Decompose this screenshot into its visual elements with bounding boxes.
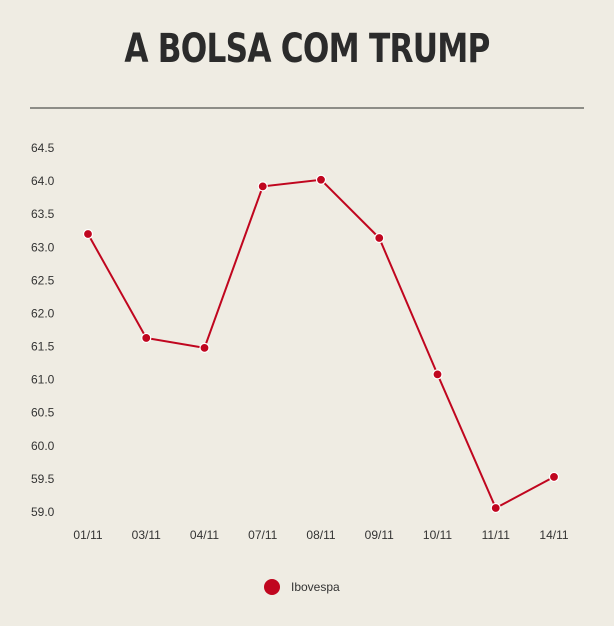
x-tick-label: 14/11 bbox=[539, 528, 568, 542]
y-tick-label: 64.0 bbox=[31, 174, 55, 188]
data-point[interactable] bbox=[490, 502, 501, 514]
x-tick-label: 01/11 bbox=[73, 528, 102, 542]
x-tick-label: 09/11 bbox=[365, 528, 394, 542]
data-point[interactable] bbox=[82, 228, 94, 240]
x-tick-label: 08/11 bbox=[306, 528, 335, 542]
chart-title: A BOLSA COM TRUMP bbox=[124, 26, 490, 72]
y-tick-label: 60.5 bbox=[31, 406, 55, 420]
x-tick-label: 10/11 bbox=[423, 528, 452, 542]
y-tick-label: 64.5 bbox=[31, 141, 55, 155]
legend-swatch-ibovespa bbox=[264, 579, 280, 595]
y-tick-label: 62.0 bbox=[31, 306, 55, 320]
y-tick-label: 62.5 bbox=[31, 273, 55, 287]
y-tick-label: 63.5 bbox=[31, 207, 55, 221]
data-point[interactable] bbox=[257, 181, 268, 192]
series-layer bbox=[82, 174, 560, 514]
y-tick-label: 59.0 bbox=[31, 505, 55, 519]
data-point[interactable] bbox=[141, 332, 152, 344]
legend: Ibovespa bbox=[264, 578, 340, 596]
data-point[interactable] bbox=[374, 232, 385, 244]
x-tick-label: 03/11 bbox=[132, 528, 161, 542]
x-axis-ticks: 01/11 03/11 04/11 07/11 08/11 09/11 10/11 11/11… bbox=[73, 528, 568, 542]
title-divider bbox=[30, 107, 584, 109]
y-tick-label: 59.5 bbox=[31, 472, 55, 486]
data-point[interactable] bbox=[199, 342, 210, 353]
data-point[interactable] bbox=[315, 174, 327, 185]
y-tick-label: 61.0 bbox=[31, 373, 55, 387]
y-tick-label: 61.5 bbox=[31, 340, 55, 354]
series-line bbox=[87, 178, 555, 510]
data-point[interactable] bbox=[432, 369, 443, 380]
y-tick-label: 63.0 bbox=[31, 240, 55, 254]
x-tick-label: 07/11 bbox=[248, 528, 277, 542]
legend-label-ibovespa: Ibovespa bbox=[291, 580, 340, 594]
y-axis-ticks: 64.5 64.0 63.5 63.0 62.5 62.0 61.5 61.0 60.5 60.0… bbox=[31, 141, 55, 519]
y-tick-label: 60.0 bbox=[31, 439, 55, 453]
x-tick-label: 04/11 bbox=[190, 528, 219, 542]
data-point[interactable] bbox=[548, 471, 560, 483]
x-tick-label: 11/11 bbox=[482, 528, 511, 542]
